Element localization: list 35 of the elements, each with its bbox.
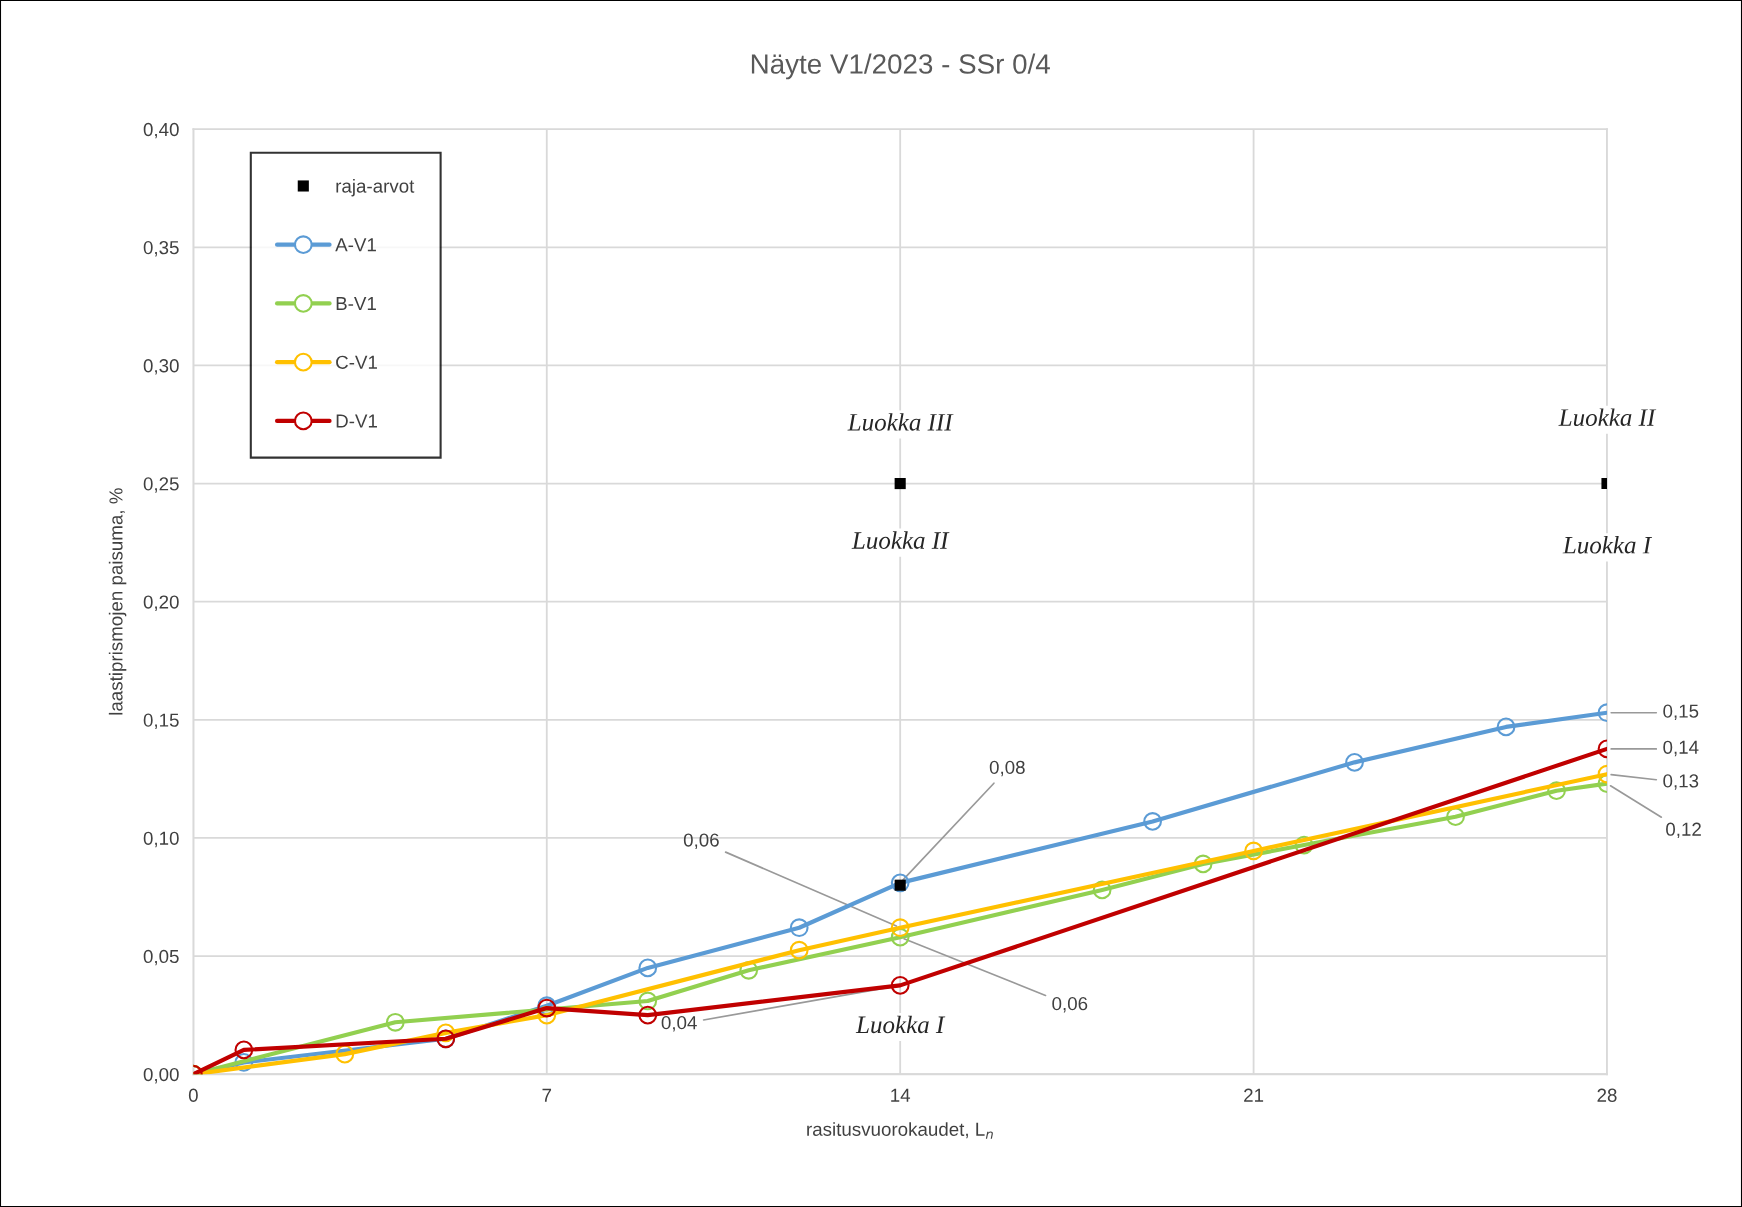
y-tick-label: 0,15	[143, 713, 179, 730]
annotation: Luokka III	[847, 413, 954, 431]
legend-label: A-V1	[335, 238, 376, 252]
x-tick-label: 21	[1244, 1088, 1264, 1102]
legend-label: D-V1	[336, 414, 377, 428]
data-label: 0,06	[683, 833, 719, 849]
x-tick-label: 7	[542, 1088, 552, 1102]
y-axis-title: laastiprismojen paisuma, %	[108, 488, 127, 715]
annotation: Luokka II	[851, 531, 950, 549]
data-label: 0,04	[661, 1016, 697, 1032]
x-tick-label: 14	[891, 1088, 911, 1102]
annotation: Luokka I	[855, 1015, 946, 1034]
legend-label: raja-arvot	[336, 178, 415, 197]
y-tick-label: 0,40	[143, 122, 179, 139]
annotation: Luokka II	[1558, 408, 1657, 427]
y-tick-label: 0,30	[143, 359, 179, 375]
data-label: 0,06	[1052, 997, 1088, 1013]
y-tick-label: 0,05	[143, 949, 179, 966]
y-tick-label: 0,10	[143, 831, 179, 848]
x-axis-title: rasitusvuorokaudet, L$_{n}$	[807, 1122, 993, 1139]
x-tick-label: 0	[188, 1088, 198, 1102]
data-label: 0,12	[1666, 822, 1701, 839]
data-label: 0,13	[1663, 774, 1699, 790]
data-label: 0,08	[989, 760, 1025, 777]
y-tick-label: 0,25	[143, 477, 179, 493]
data-label: 0,15	[1663, 704, 1699, 720]
chart-title: Näyte V1/2023 - SSr 0/4	[751, 53, 1050, 80]
x-tick-label: 28	[1597, 1088, 1617, 1102]
legend-label: C-V1	[336, 355, 377, 369]
y-tick-label: 0,00	[143, 1067, 179, 1084]
data-label: 0,14	[1663, 740, 1699, 757]
legend-label: B-V1	[336, 297, 376, 310]
y-tick-label: 0,20	[143, 595, 179, 611]
y-tick-label: 0,35	[143, 240, 179, 257]
annotation: Luokka I	[1562, 536, 1653, 554]
